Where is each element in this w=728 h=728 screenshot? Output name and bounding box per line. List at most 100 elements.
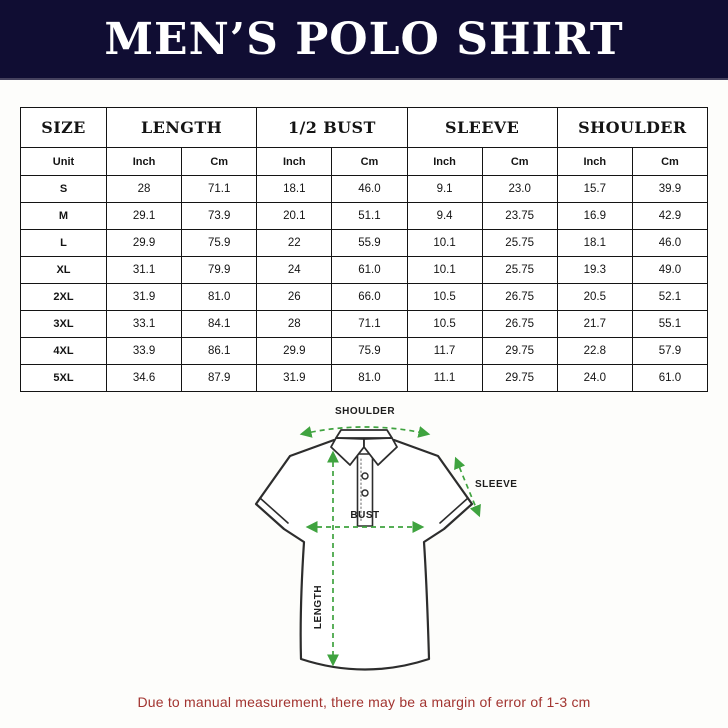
value-cell: 25.75: [481, 256, 558, 284]
value-cell: 71.1: [181, 175, 258, 203]
unit-cell: Inch: [406, 147, 483, 176]
value-cell: 51.1: [331, 202, 408, 230]
size-cell: 4XL: [20, 337, 107, 365]
value-cell: 9.1: [406, 175, 483, 203]
value-cell: 46.0: [631, 229, 709, 257]
size-cell: 5XL: [20, 364, 107, 392]
value-cell: 34.6: [105, 364, 183, 392]
measurement-arrows: [299, 426, 481, 667]
table-row: S 28 71.1 18.1 46.0 9.1 23.0 15.7 39.9: [20, 175, 709, 203]
size-cell: 3XL: [20, 310, 107, 338]
column-group-header: SHOULDER: [556, 107, 709, 148]
value-cell: 42.9: [631, 202, 709, 230]
page-title: MEN’S POLO SHIRT: [104, 13, 624, 65]
value-cell: 25.75: [481, 229, 558, 257]
value-cell: 73.9: [181, 202, 258, 230]
value-cell: 29.1: [105, 202, 183, 230]
size-cell: XL: [20, 256, 107, 284]
value-cell: 16.9: [556, 202, 633, 230]
unit-cell: Inch: [105, 147, 183, 176]
title-banner: MEN’S POLO SHIRT: [0, 0, 728, 80]
measurement-note: Due to manual measurement, there may be …: [137, 694, 591, 710]
value-cell: 24.0: [556, 364, 633, 392]
value-cell: 10.1: [406, 256, 483, 284]
value-cell: 10.1: [406, 229, 483, 257]
value-cell: 61.0: [631, 364, 709, 392]
value-cell: 19.3: [556, 256, 633, 284]
size-table: SIZE LENGTH 1/2 BUST SLEEVE SHOULDER Unit Inch…: [20, 107, 709, 392]
polo-diagram-svg: SHOULDER SLEEVE BUST LENGTH: [254, 406, 517, 671]
shoulder-arrow: [299, 426, 431, 438]
value-cell: 86.1: [181, 337, 258, 365]
value-cell: 26.75: [481, 310, 558, 338]
value-cell: 66.0: [331, 283, 408, 311]
sleeve-label: SLEEVE: [475, 479, 517, 490]
table-row: 3XL 33.1 84.1 28 71.1 10.5 26.75 21.7 55.1: [20, 310, 709, 338]
value-cell: 29.75: [481, 364, 558, 392]
value-cell: 10.5: [406, 283, 483, 311]
table-unit-row: Unit Inch Cm Inch Cm Inch Cm Inch Cm: [20, 147, 709, 176]
polo-measurement-diagram: SHOULDER SLEEVE BUST LENGTH: [204, 396, 524, 692]
value-cell: 81.0: [181, 283, 258, 311]
bust-label: BUST: [350, 510, 379, 521]
value-cell: 33.9: [105, 337, 183, 365]
column-group-header: SIZE: [20, 107, 107, 148]
value-cell: 55.1: [631, 310, 709, 338]
value-cell: 52.1: [631, 283, 709, 311]
size-cell: M: [20, 202, 107, 230]
table-row: L 29.9 75.9 22 55.9 10.1 25.75 18.1 46.0: [20, 229, 709, 257]
value-cell: 61.0: [331, 256, 408, 284]
table-group-header-row: SIZE LENGTH 1/2 BUST SLEEVE SHOULDER: [20, 107, 709, 148]
button-top: [361, 472, 369, 480]
value-cell: 26: [256, 283, 333, 311]
size-cell: 2XL: [20, 283, 107, 311]
table-row: 4XL 33.9 86.1 29.9 75.9 11.7 29.75 22.8 57.9: [20, 337, 709, 365]
left-sleeve-cuff-line: [259, 497, 289, 524]
value-cell: 55.9: [331, 229, 408, 257]
value-cell: 11.1: [406, 364, 483, 392]
value-cell: 22.8: [556, 337, 633, 365]
shoulder-label: SHOULDER: [335, 406, 395, 417]
value-cell: 10.5: [406, 310, 483, 338]
value-cell: 31.1: [105, 256, 183, 284]
value-cell: 39.9: [631, 175, 709, 203]
value-cell: 31.9: [105, 283, 183, 311]
value-cell: 20.1: [256, 202, 333, 230]
polo-shirt-drawing: [254, 429, 474, 671]
unit-cell: Inch: [256, 147, 333, 176]
column-group-header: 1/2 BUST: [256, 107, 408, 148]
table-row: 2XL 31.9 81.0 26 66.0 10.5 26.75 20.5 52.1: [20, 283, 709, 311]
unit-cell: Cm: [181, 147, 258, 176]
value-cell: 29.75: [481, 337, 558, 365]
value-cell: 18.1: [556, 229, 633, 257]
value-cell: 57.9: [631, 337, 709, 365]
value-cell: 18.1: [256, 175, 333, 203]
column-group-header: SLEEVE: [406, 107, 558, 148]
value-cell: 75.9: [181, 229, 258, 257]
value-cell: 9.4: [406, 202, 483, 230]
table-row: 5XL 34.6 87.9 31.9 81.0 11.1 29.75 24.0 61.0: [20, 364, 709, 392]
value-cell: 31.9: [256, 364, 333, 392]
size-cell: S: [20, 175, 107, 203]
value-cell: 24: [256, 256, 333, 284]
size-table-container: SIZE LENGTH 1/2 BUST SLEEVE SHOULDER Unit Inch…: [20, 107, 709, 392]
value-cell: 28: [256, 310, 333, 338]
value-cell: 49.0: [631, 256, 709, 284]
value-cell: 26.75: [481, 283, 558, 311]
collar-right-flap: [363, 437, 398, 466]
value-cell: 46.0: [331, 175, 408, 203]
value-cell: 23.0: [481, 175, 558, 203]
unit-label-cell: Unit: [20, 147, 107, 176]
unit-cell: Cm: [481, 147, 558, 176]
value-cell: 28: [105, 175, 183, 203]
value-cell: 71.1: [331, 310, 408, 338]
value-cell: 87.9: [181, 364, 258, 392]
table-row: M 29.1 73.9 20.1 51.1 9.4 23.75 16.9 42.9: [20, 202, 709, 230]
column-group-header: LENGTH: [105, 107, 258, 148]
value-cell: 84.1: [181, 310, 258, 338]
value-cell: 15.7: [556, 175, 633, 203]
table-row: XL 31.1 79.9 24 61.0 10.1 25.75 19.3 49.0: [20, 256, 709, 284]
value-cell: 11.7: [406, 337, 483, 365]
collar-left-flap: [330, 437, 365, 466]
value-cell: 20.5: [556, 283, 633, 311]
